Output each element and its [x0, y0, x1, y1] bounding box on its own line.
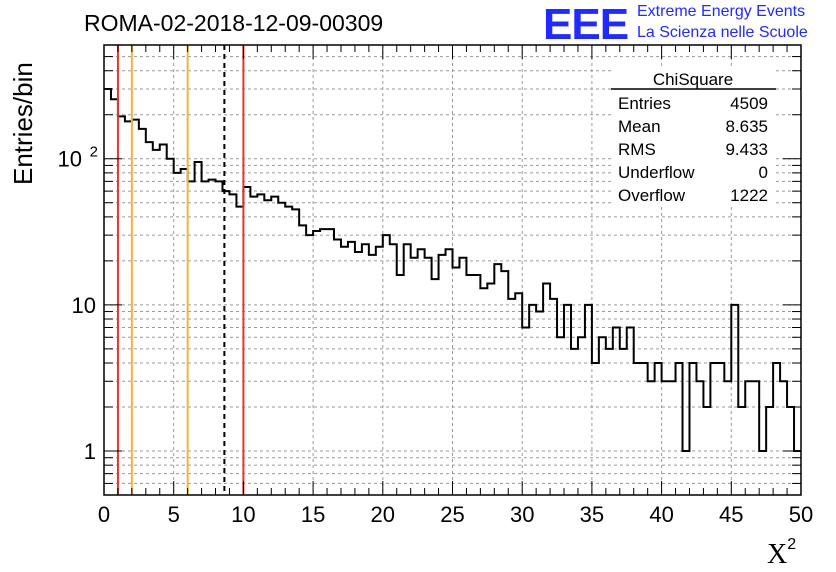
axis-layer: 0 5 10 15 20 25 30 35 40 45 50 1 10 10 2 — [58, 44, 813, 527]
x-tick-label: 5 — [168, 502, 180, 527]
stats-row-value: 1222 — [730, 186, 768, 205]
logo-subtitle-1: Extreme Energy Events — [637, 3, 806, 20]
x-axis-label: X2 — [767, 536, 796, 571]
stats-row-value: 8.635 — [725, 117, 768, 136]
x-tick-label: 35 — [580, 502, 604, 527]
chart-title: ROMA-02-2018-12-09-00309 — [84, 10, 384, 36]
y-tick-label-exponent: 2 — [90, 144, 98, 161]
y-tick-label: 10 — [58, 147, 82, 172]
stats-row-label: Overflow — [618, 186, 686, 205]
stats-row-value: 9.433 — [725, 140, 768, 159]
stats-row-label: Entries — [618, 94, 671, 113]
stats-row-label: Underflow — [618, 163, 695, 182]
stats-row-value: 4509 — [730, 94, 768, 113]
x-tick-label: 25 — [440, 502, 464, 527]
y-tick-label: 10 — [72, 293, 96, 318]
x-tick-label: 45 — [719, 502, 743, 527]
stats-row-label: Mean — [618, 117, 661, 136]
stats-name: ChiSquare — [653, 70, 733, 89]
stats-row-value: 0 — [759, 163, 768, 182]
stats-background — [611, 67, 776, 207]
eee-logo: EEE — [543, 0, 629, 49]
x-tick-label: 30 — [510, 502, 534, 527]
x-axis-label-base: X — [767, 539, 788, 570]
stats-row-label: RMS — [618, 140, 656, 159]
x-tick-label: 20 — [371, 502, 395, 527]
marker-lines-layer — [116, 45, 245, 495]
x-tick-label: 10 — [231, 502, 255, 527]
x-tick-label: 40 — [649, 502, 673, 527]
x-tick-label: 0 — [98, 502, 110, 527]
logo-subtitle-2: La Scienza nelle Scuole — [637, 24, 808, 41]
histogram-step-line — [104, 87, 801, 453]
y-tick-label: 1 — [84, 439, 96, 464]
histogram-layer — [104, 87, 801, 453]
x-tick-label: 15 — [301, 502, 325, 527]
x-axis-label-superscript: 2 — [787, 536, 797, 553]
x-tick-label: 50 — [789, 502, 813, 527]
stats-box: ChiSquare Entries 4509 Mean 8.635 RMS 9.433 Und… — [611, 67, 776, 207]
